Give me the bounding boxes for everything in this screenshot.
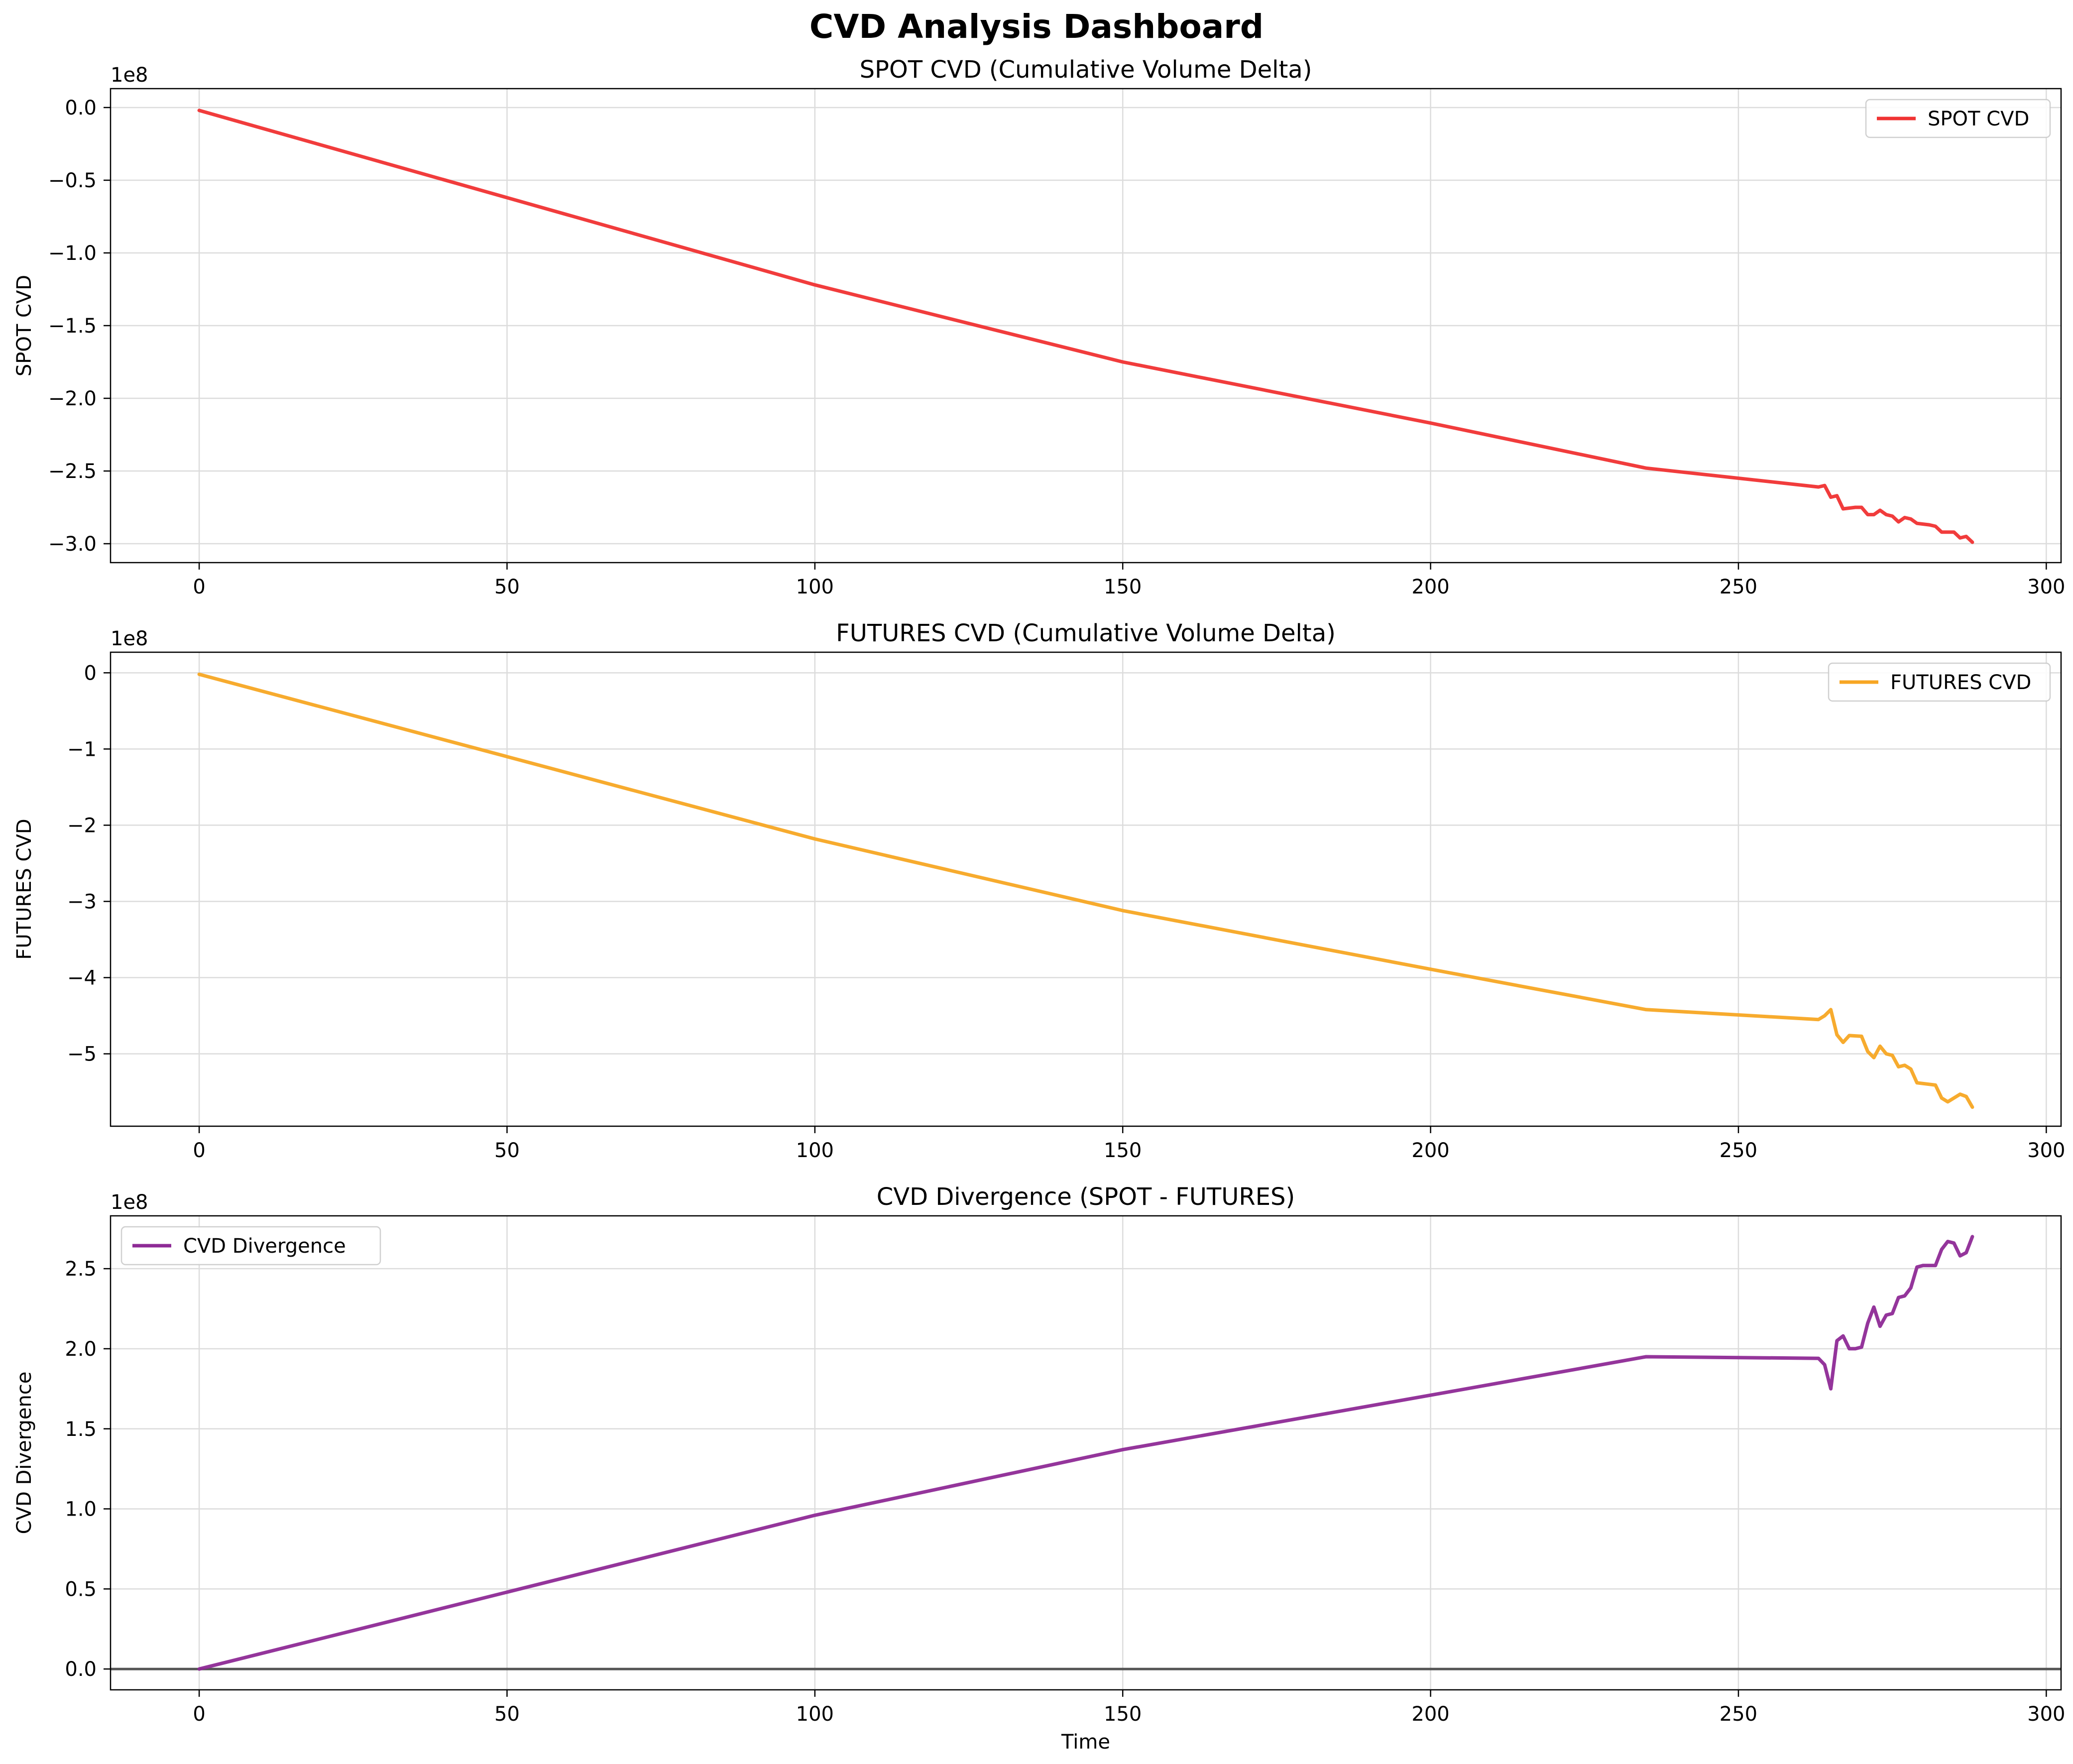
cvd-divergence-line xyxy=(197,1235,1974,1671)
y-tick-label: −2.0 xyxy=(48,387,97,410)
legend-label: SPOT CVD xyxy=(1928,108,2029,130)
legend-box xyxy=(1828,662,2051,702)
x-tick-label: 250 xyxy=(1720,1139,1757,1162)
y-tick-label: −1.0 xyxy=(48,242,97,265)
y-tick-label: −3.0 xyxy=(48,533,97,556)
y-tick-label: 2.5 xyxy=(65,1258,97,1281)
y-offset-label: 1e8 xyxy=(111,64,148,87)
x-tick-label: 300 xyxy=(2027,1139,2065,1162)
x-tick-label: 0 xyxy=(193,1139,205,1162)
futures-cvd-line xyxy=(197,672,1974,1109)
y-tick-label: −5 xyxy=(67,1043,97,1066)
x-tick-label: 0 xyxy=(193,1703,205,1726)
y-tick-label: −1 xyxy=(67,738,97,761)
dashboard-title: CVD Analysis Dashboard xyxy=(809,7,1264,46)
axes-frame xyxy=(110,1215,2062,1691)
y-tick-label: 1.0 xyxy=(65,1498,97,1521)
x-tick-label: 50 xyxy=(494,576,520,598)
y-tick-label: −0.5 xyxy=(48,169,97,192)
x-tick-label: 100 xyxy=(796,1703,834,1726)
panel-title: SPOT CVD (Cumulative Volume Delta) xyxy=(860,56,1312,84)
legend: CVD Divergence xyxy=(120,1226,381,1266)
y-axis-label: FUTURES CVD xyxy=(13,819,36,959)
y-tick-label: −4 xyxy=(67,967,97,990)
legend: SPOT CVD xyxy=(1865,99,2051,138)
x-tick-label: 50 xyxy=(494,1139,520,1162)
x-tick-label: 200 xyxy=(1411,1703,1449,1726)
x-tick-label: 250 xyxy=(1720,576,1757,598)
x-tick-label: 50 xyxy=(494,1703,520,1726)
y-tick-label: 0.5 xyxy=(65,1578,97,1601)
y-tick-label: −2 xyxy=(67,814,97,837)
y-axis-label: SPOT CVD xyxy=(13,275,36,376)
x-tick-label: 150 xyxy=(1104,1703,1142,1726)
y-tick-label: −2.5 xyxy=(48,460,97,483)
legend: FUTURES CVD xyxy=(1828,662,2051,702)
x-tick-label: 250 xyxy=(1720,1703,1757,1726)
y-tick-label: −3 xyxy=(67,890,97,913)
x-tick-label: 100 xyxy=(796,576,834,598)
chart-panel-1: 0 50 100 150 200 250 300 0.0 −0.5 −1.0 −1.5 −2.0 −2.… xyxy=(13,56,2065,598)
legend-box xyxy=(120,1226,381,1266)
y-axis-label: CVD Divergence xyxy=(13,1372,36,1534)
y-tick-label: 0.0 xyxy=(65,97,97,119)
y-tick-label: 1.5 xyxy=(65,1418,97,1441)
legend-label: CVD Divergence xyxy=(183,1235,346,1258)
x-tick-label: 0 xyxy=(193,576,205,598)
spot-cvd-line xyxy=(197,109,1974,544)
y-tick-label: 2.0 xyxy=(65,1338,97,1361)
y-tick-label: 0.0 xyxy=(65,1658,97,1681)
y-offset-label: 1e8 xyxy=(111,627,148,650)
axes-frame xyxy=(110,651,2062,1127)
chart-panel-2: 0 50 100 150 200 250 300 0 −1 −2 −3 −4 −5 1e8 FUTURES … xyxy=(13,619,2065,1162)
chart-panel-3: 0 50 100 150 200 250 300 0.0 0.5 1.0 1.5 2.0 2.5 1e8 C… xyxy=(13,1183,2065,1754)
x-tick-label: 200 xyxy=(1411,576,1449,598)
panel-title: FUTURES CVD (Cumulative Volume Delta) xyxy=(836,619,1336,647)
x-tick-label: 100 xyxy=(796,1139,834,1162)
legend-label: FUTURES CVD xyxy=(1890,671,2031,694)
x-tick-label: 200 xyxy=(1411,1139,1449,1162)
x-tick-label: 300 xyxy=(2027,1703,2065,1726)
x-tick-label: 150 xyxy=(1104,1139,1142,1162)
y-tick-label: −1.5 xyxy=(48,315,97,338)
y-offset-label: 1e8 xyxy=(111,1191,148,1214)
x-tick-label: 300 xyxy=(2027,576,2065,598)
panel-title: CVD Divergence (SPOT - FUTURES) xyxy=(877,1183,1295,1211)
x-axis-label: Time xyxy=(1061,1731,1110,1754)
legend-box xyxy=(1865,99,2051,138)
y-tick-label: 0 xyxy=(84,662,97,685)
x-tick-label: 150 xyxy=(1104,576,1142,598)
